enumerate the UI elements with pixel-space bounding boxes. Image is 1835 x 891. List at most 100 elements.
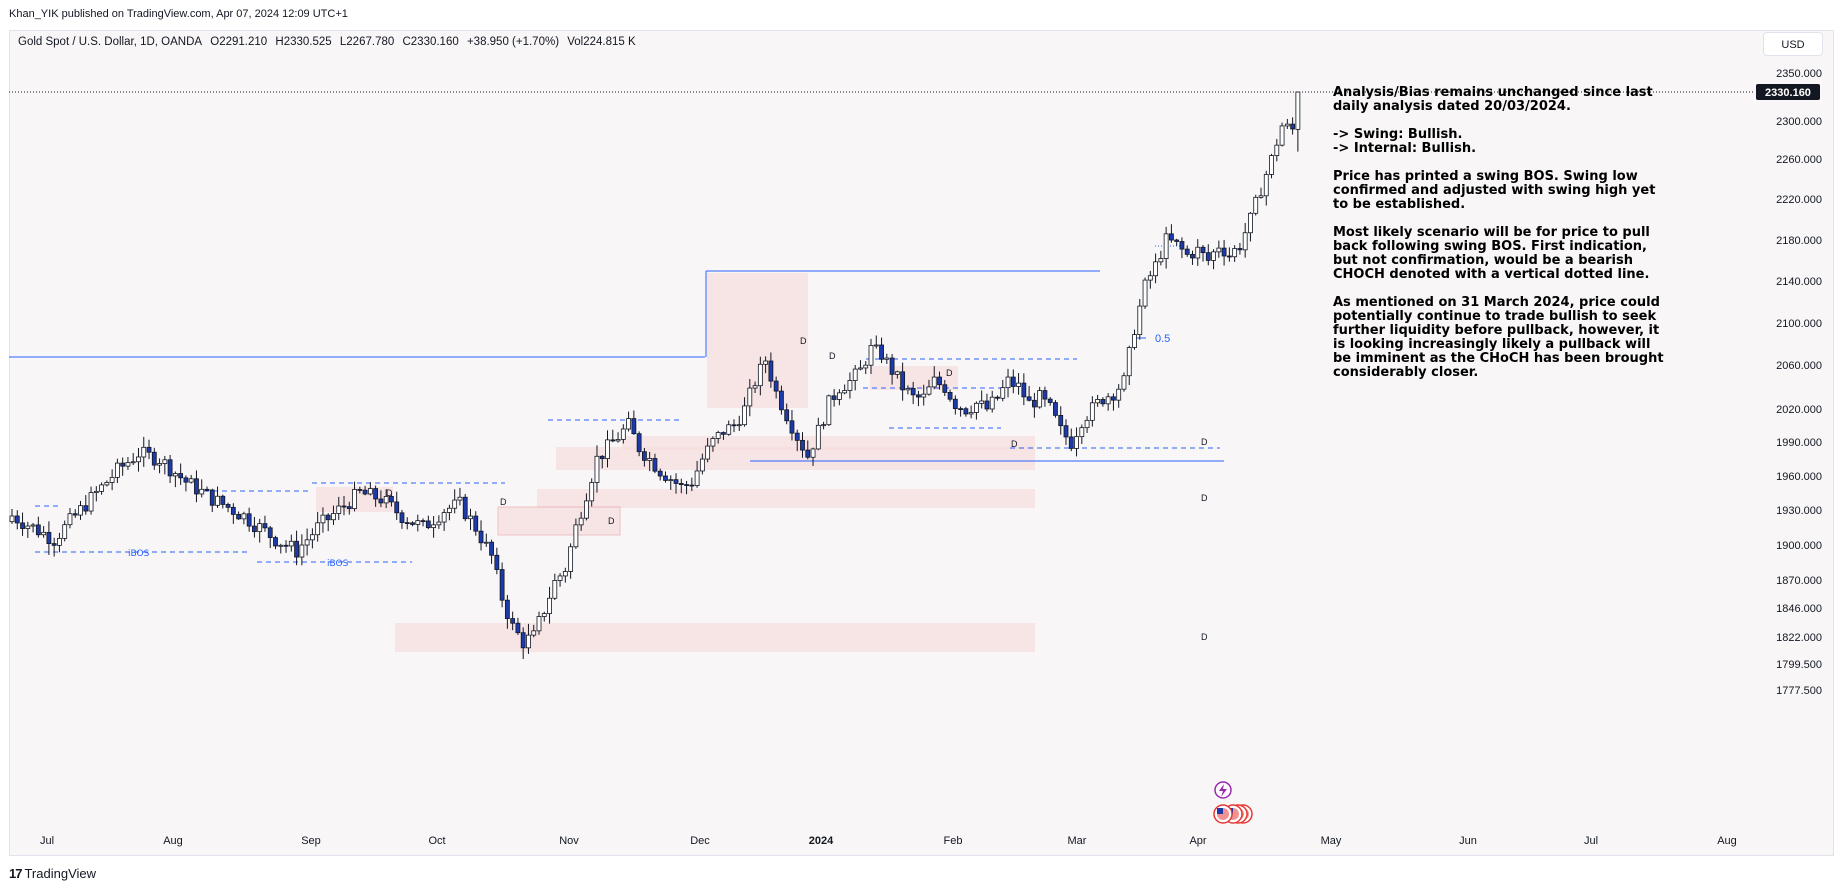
up-candle xyxy=(694,470,700,486)
demand-zone xyxy=(556,447,1035,470)
up-candle xyxy=(1016,382,1021,387)
x-tick-label: Aug xyxy=(163,835,183,847)
up-candle xyxy=(747,387,753,407)
up-candle xyxy=(1084,419,1090,429)
up-candle xyxy=(1079,427,1085,438)
demand-zone xyxy=(622,436,1035,450)
up-candle xyxy=(810,448,816,458)
down-candle xyxy=(984,400,990,410)
down-candle xyxy=(230,506,236,515)
x-tick-label: Mar xyxy=(1068,835,1087,847)
up-candle xyxy=(431,524,437,529)
up-candle xyxy=(352,489,357,510)
down-candle xyxy=(1190,253,1195,259)
note-paragraph: As mentioned on 31 March 2024, price cou… xyxy=(1333,295,1664,380)
down-candle xyxy=(478,530,484,544)
x-tick-label: Sep xyxy=(301,835,321,847)
up-candle xyxy=(257,523,263,533)
down-candle xyxy=(689,484,695,487)
down-candle xyxy=(378,498,384,504)
up-candle xyxy=(815,424,821,450)
up-candle xyxy=(1005,376,1011,389)
down-candle xyxy=(684,484,689,487)
up-candle xyxy=(589,482,595,502)
down-candle xyxy=(1042,390,1048,400)
up-candle xyxy=(136,456,141,463)
up-candle xyxy=(415,520,421,525)
up-candle xyxy=(88,492,94,512)
up-candle xyxy=(99,484,104,492)
down-candle xyxy=(252,525,257,533)
down-candle xyxy=(294,540,299,558)
down-candle xyxy=(721,432,726,435)
y-tick-label: 2100.000 xyxy=(1776,318,1822,330)
up-candle xyxy=(562,571,568,577)
y-tick-label: 1777.500 xyxy=(1776,685,1822,697)
demand-zone xyxy=(537,489,1035,508)
x-tick-label: 2024 xyxy=(809,835,834,847)
down-candle xyxy=(515,622,521,634)
up-candle xyxy=(457,496,463,501)
up-candle xyxy=(615,439,621,442)
up-candle xyxy=(1269,155,1274,175)
note-paragraph: Most likely scenario will be for price t… xyxy=(1333,225,1650,282)
up-candle xyxy=(1074,436,1079,449)
up-candle xyxy=(1116,388,1122,401)
down-candle xyxy=(657,470,663,477)
up-candle xyxy=(884,357,890,360)
up-candle xyxy=(109,476,115,483)
down-candle xyxy=(1068,436,1074,449)
down-candle xyxy=(262,523,268,529)
up-candle xyxy=(9,515,15,523)
down-candle xyxy=(952,398,958,410)
up-candle xyxy=(299,544,305,558)
down-candle xyxy=(784,409,790,422)
down-candle xyxy=(510,618,516,624)
up-candle xyxy=(926,386,932,395)
down-candle xyxy=(800,439,805,451)
tradingview-logo-icon: 17 xyxy=(9,866,23,881)
up-candle xyxy=(578,517,584,526)
tradingview-brand[interactable]: 17 TradingView xyxy=(9,866,96,881)
up-candle xyxy=(626,418,631,430)
demand-zone xyxy=(395,623,1035,652)
up-candle xyxy=(873,344,879,347)
up-candle xyxy=(315,522,321,536)
up-candle xyxy=(821,424,826,427)
up-candle xyxy=(78,505,83,516)
last-price-tag xyxy=(1756,84,1820,100)
up-candle xyxy=(594,455,600,483)
up-candle xyxy=(541,613,547,617)
currency-button[interactable]: USD xyxy=(1763,32,1823,56)
down-candle xyxy=(995,396,1000,399)
up-candle xyxy=(894,371,900,375)
down-candle xyxy=(120,462,126,467)
up-candle xyxy=(1216,247,1222,253)
up-candle xyxy=(974,402,979,413)
x-tick-label: Feb xyxy=(944,835,963,847)
x-tick-label: Jun xyxy=(1459,835,1477,847)
down-candle xyxy=(889,357,895,375)
down-candle xyxy=(1047,398,1053,403)
down-candle xyxy=(520,632,526,649)
up-candle xyxy=(1248,212,1253,234)
up-candle xyxy=(568,546,574,572)
x-tick-label: Nov xyxy=(559,835,579,847)
top-bar: Khan_YIK published on TradingView.com, A… xyxy=(0,0,1835,30)
up-candle xyxy=(1232,248,1238,258)
down-candle xyxy=(731,424,737,427)
down-candle xyxy=(220,495,226,505)
ohlc-high: H2330.525 xyxy=(275,36,332,48)
y-tick-label: 2180.000 xyxy=(1776,235,1822,247)
demand-label: D xyxy=(500,497,507,507)
down-candle xyxy=(1026,396,1032,401)
down-candle xyxy=(673,479,679,484)
up-candle xyxy=(320,514,326,524)
down-candle xyxy=(246,513,252,527)
down-candle xyxy=(942,384,948,393)
y-tick-label: 1900.000 xyxy=(1776,540,1822,552)
up-candle xyxy=(921,393,927,398)
y-tick-label: 2300.000 xyxy=(1776,116,1822,128)
up-candle xyxy=(763,360,769,365)
